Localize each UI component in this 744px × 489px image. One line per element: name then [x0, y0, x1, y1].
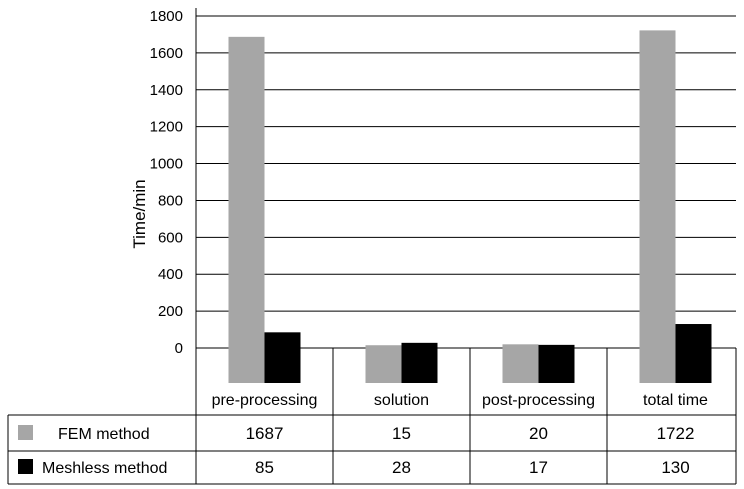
y-tick-label: 1200 [150, 119, 183, 136]
table-cell-value: 15 [392, 424, 411, 443]
table-cell-value: 28 [392, 458, 411, 477]
data-table: pre-processing solution post-processing tot… [7, 392, 737, 485]
y-tick-label: 1000 [150, 156, 183, 173]
legend-swatch-meshless [18, 459, 33, 474]
bar-fem-1 [365, 345, 402, 383]
table-cell-value: 17 [529, 458, 548, 477]
y-tick-label: 200 [158, 303, 183, 320]
table-cell-value: 1687 [246, 424, 284, 443]
y-tick-label: 800 [158, 192, 183, 209]
bar-fem-2 [502, 344, 539, 383]
table-cell-value: 130 [661, 458, 689, 477]
bar-meshless-2 [538, 344, 575, 383]
plot-frame [195, 8, 737, 415]
table-cell-value: 1722 [657, 424, 695, 443]
y-axis-ticks: 0 200 400 600 800 1000 1200 1400 1600 1800 [150, 8, 183, 357]
table-cell-value: 85 [255, 458, 274, 477]
category-label: pre-processing [212, 392, 318, 409]
table-cell-value: 20 [529, 424, 548, 443]
category-label: post-processing [482, 392, 595, 409]
bar-meshless-0 [264, 332, 301, 383]
bars [228, 30, 712, 384]
bar-fem-3 [639, 30, 676, 384]
y-axis-label: Time/min [130, 179, 149, 248]
y-tick-label: 0 [175, 340, 183, 357]
y-tick-label: 1600 [150, 45, 183, 62]
y-tick-label: 400 [158, 266, 183, 283]
legend-label: FEM method [58, 426, 150, 443]
bar-fem-0 [228, 36, 265, 383]
y-tick-label: 1400 [150, 82, 183, 99]
legend-label: Meshless method [42, 460, 167, 477]
legend-swatch-fem [18, 425, 33, 440]
bar-meshless-3 [675, 324, 712, 383]
bar-meshless-1 [401, 342, 438, 383]
category-label: total time [643, 392, 708, 409]
gridlines [196, 15, 736, 349]
y-tick-label: 1800 [150, 8, 183, 25]
y-tick-label: 600 [158, 229, 183, 246]
category-label: solution [374, 392, 429, 409]
